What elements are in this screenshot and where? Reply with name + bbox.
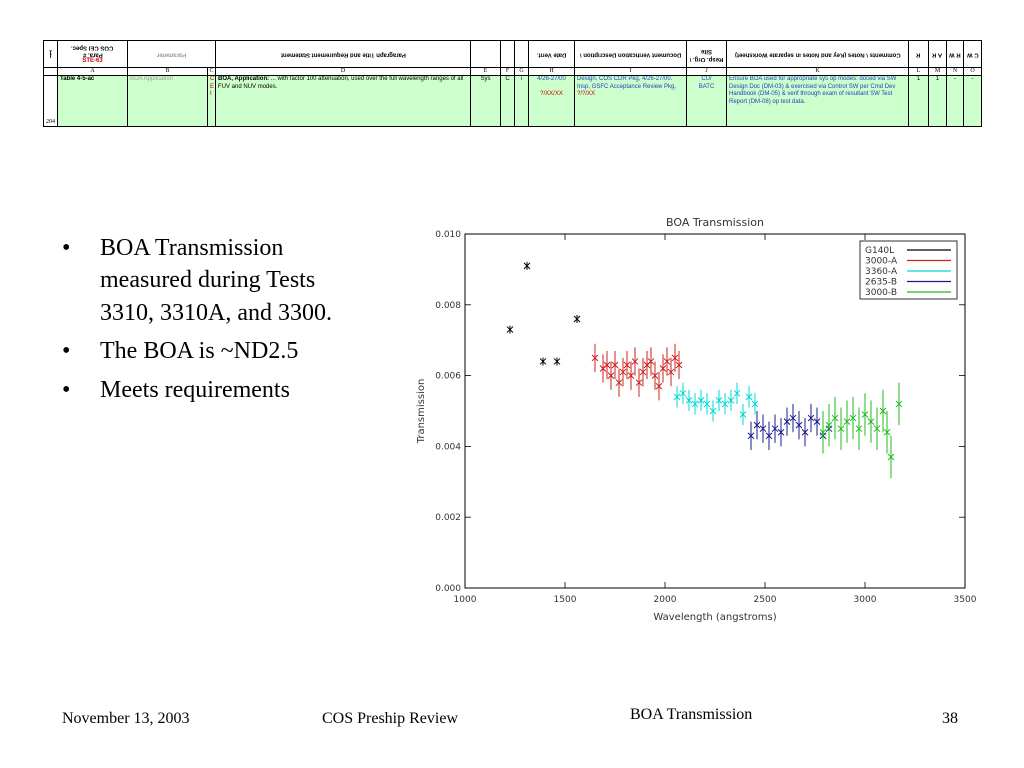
letter-cell: A xyxy=(57,67,128,76)
series-3000-a xyxy=(591,343,683,401)
y-tick-label: 0.000 xyxy=(435,584,461,594)
legend-label: G140L xyxy=(865,246,894,256)
x-tick-label: 2000 xyxy=(654,595,677,605)
x-tick-label: 3500 xyxy=(954,595,977,605)
cell-comments: Ensure BOA used for appropriate sys op m… xyxy=(726,75,910,127)
x-axis-label: Wavelength (angstroms) xyxy=(653,612,776,623)
letter-cell: L xyxy=(908,67,930,76)
letter-cell: B xyxy=(127,67,208,76)
y-axis-label: Transmission xyxy=(416,379,427,445)
legend-label: 3360-A xyxy=(865,267,898,277)
header-f xyxy=(500,40,516,68)
bullet-item: BOA Transmission measured during Tests 3… xyxy=(62,232,362,329)
letter-cell: J xyxy=(686,67,728,76)
cell-para: Table 4-5-ac xyxy=(57,75,128,127)
letter-cell: G xyxy=(514,67,530,76)
letter-cell: H xyxy=(528,67,576,76)
x-tick-label: 3000 xyxy=(854,595,877,605)
header-spec-line2: Para. # xyxy=(82,51,103,58)
letter-cell xyxy=(43,67,58,76)
cell-resp: CU/BATC xyxy=(686,75,728,127)
footer-slide-title: BOA Transmission xyxy=(630,706,753,723)
legend-label: 3000-A xyxy=(865,257,898,267)
letter-cell: O xyxy=(963,67,983,76)
data-marks xyxy=(506,261,903,479)
legend-label: 2635-B xyxy=(865,278,897,288)
cell-m: 1 xyxy=(928,75,948,127)
header-index-top: 1 xyxy=(48,48,53,54)
cell-date-verif: 4/26-27/00 ?/XX/XX xyxy=(528,75,576,127)
cell-document: Design, COS CDR Pkg, 4/26-27/00. Insp, GS… xyxy=(574,75,688,127)
legend-box xyxy=(859,240,958,300)
header-g xyxy=(514,40,530,68)
letter-cell: F xyxy=(500,67,516,76)
footer-center: COS Preship Review xyxy=(322,710,458,727)
cell-n: - xyxy=(946,75,965,127)
y-tick-label: 0.010 xyxy=(435,230,461,240)
header-n: R W xyxy=(946,40,965,68)
cell-o: - xyxy=(963,75,983,127)
cell-parameter: BOA Application xyxy=(127,75,208,127)
bullet-list: BOA Transmission measured during Tests 3… xyxy=(62,232,362,412)
axis-ticks: 1000 1500 2000 2500 3000 3500 0.000 0.002 0.004 0… xyxy=(435,230,976,605)
cell-phase: i xyxy=(514,75,530,127)
boa-transmission-chart: BOA Transmission 1000 1500 2000 2500 3000 350… xyxy=(416,216,977,623)
x-tick-label: 1500 xyxy=(554,595,577,605)
header-date: Date Verif. xyxy=(528,40,576,68)
header-e xyxy=(470,40,502,68)
y-tick-label: 0.002 xyxy=(435,513,461,523)
header-o: C W xyxy=(963,40,983,68)
header-spec-para: COS CEI Spec. Para. # STE-63 xyxy=(57,40,128,68)
header-index-bottom: I xyxy=(49,54,52,60)
y-tick-label: 0.004 xyxy=(435,442,461,452)
header-spec-line3: STE-63 xyxy=(82,57,103,64)
footer-date: November 13, 2003 xyxy=(62,710,190,727)
cell-method: C xyxy=(500,75,516,127)
header-comments: Comments \ Notes (Key and Notes in separ… xyxy=(726,40,910,68)
plot-frame xyxy=(464,233,966,589)
cell-statement: BOA, Application: ... with factor 100 at… xyxy=(215,75,472,127)
x-tick-label: 1000 xyxy=(454,595,477,605)
letter-cell: C xyxy=(206,67,217,76)
statement-title: BOA, Application: xyxy=(218,76,270,83)
cell-l: 1 xyxy=(908,75,930,127)
y-tick-label: 0.008 xyxy=(435,301,461,311)
header-document: Document Verification Description \ xyxy=(574,40,688,68)
letter-cell: M xyxy=(928,67,948,76)
chart-title: BOA Transmission xyxy=(666,216,764,229)
letter-cell: N xyxy=(946,67,965,76)
header-m: A R xyxy=(928,40,948,68)
header-resp: Resp. Org. \ Site xyxy=(686,40,728,68)
bullet-item: The BOA is ~ND2.5 xyxy=(62,335,362,368)
series-3000-b xyxy=(819,382,903,479)
statement-text: ... with factor 100 attenuation, used ov… xyxy=(218,76,464,90)
cell-level: Sys xyxy=(470,75,502,127)
bullet-item: Meets requirements xyxy=(62,374,362,407)
letter-cell: K xyxy=(726,67,910,76)
legend-label: 3000-B xyxy=(865,288,897,298)
y-tick-label: 0.006 xyxy=(435,372,461,382)
header-statement: Paragraph Title and Requirement Statemen… xyxy=(215,40,472,68)
header-parameter: Parameter xyxy=(126,40,217,68)
letter-cell: I xyxy=(574,67,688,76)
row-number: 204 xyxy=(43,75,58,127)
series-2635-b xyxy=(747,403,833,450)
series-g140l xyxy=(506,261,581,366)
letter-cell: E xyxy=(470,67,502,76)
letter-cell: D xyxy=(215,67,472,76)
x-tick-label: 2500 xyxy=(754,595,777,605)
footer-page-number: 38 xyxy=(942,710,958,727)
column-letter-row: A B C D E F G H I J K L M N O xyxy=(43,67,983,76)
header-l: R xyxy=(908,40,930,68)
series-3360-a xyxy=(673,382,759,426)
